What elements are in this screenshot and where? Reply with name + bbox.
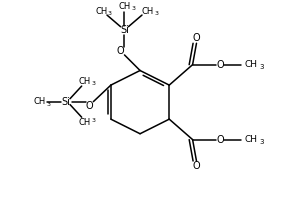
Text: O: O bbox=[193, 161, 200, 171]
Text: Si: Si bbox=[62, 97, 70, 107]
Text: 3: 3 bbox=[154, 11, 158, 16]
Text: O: O bbox=[216, 60, 224, 70]
Text: 3: 3 bbox=[259, 64, 264, 70]
Text: CH: CH bbox=[142, 7, 154, 16]
Text: 3: 3 bbox=[108, 11, 112, 16]
Text: 3: 3 bbox=[91, 118, 95, 123]
Text: O: O bbox=[193, 33, 200, 43]
Text: O: O bbox=[216, 135, 224, 145]
Text: CH: CH bbox=[78, 77, 91, 86]
Text: O: O bbox=[86, 100, 93, 110]
Text: CH: CH bbox=[245, 60, 258, 69]
Text: 3: 3 bbox=[131, 6, 135, 11]
Text: Si: Si bbox=[120, 25, 129, 35]
Text: CH: CH bbox=[118, 2, 131, 11]
Text: CH: CH bbox=[78, 118, 91, 127]
Text: CH: CH bbox=[34, 97, 46, 106]
Text: 3: 3 bbox=[91, 81, 95, 86]
Text: O: O bbox=[117, 46, 124, 56]
Text: CH: CH bbox=[95, 7, 107, 16]
Text: 3: 3 bbox=[259, 138, 264, 145]
Text: 3: 3 bbox=[47, 102, 51, 107]
Text: CH: CH bbox=[245, 135, 258, 144]
